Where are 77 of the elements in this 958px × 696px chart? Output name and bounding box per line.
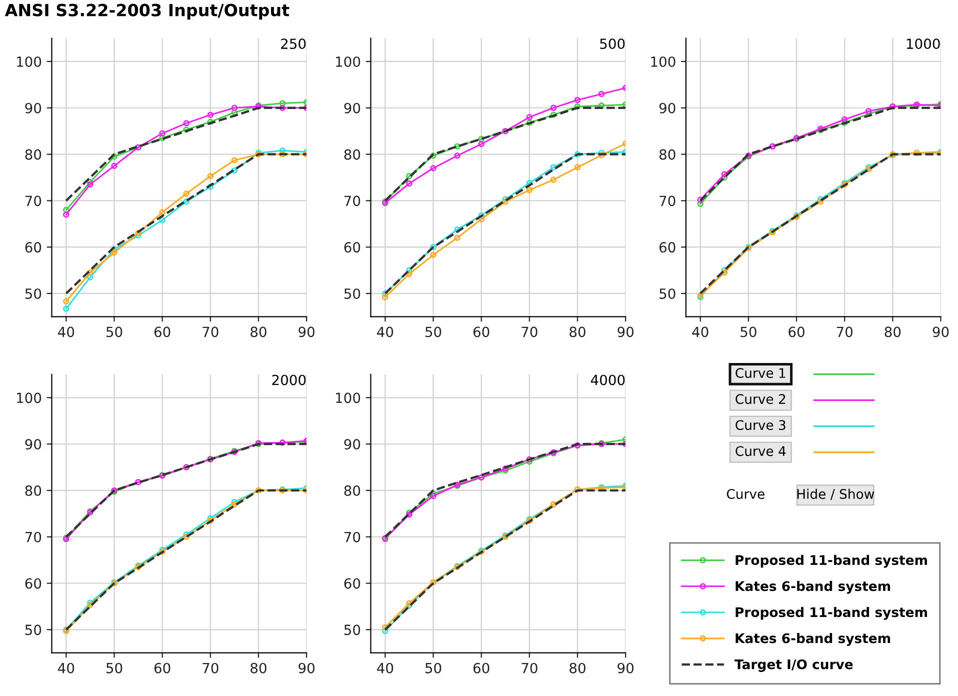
- y-tick-label: 60: [344, 242, 360, 253]
- y-tick-label: 60: [25, 578, 42, 589]
- x-tick-label: 80: [250, 662, 266, 674]
- x-tick-label: 90: [298, 662, 314, 674]
- chart-subtitle: 1000: [906, 38, 940, 50]
- text: Curve: [726, 488, 764, 499]
- legend-label: Kates 6-band system: [736, 633, 890, 646]
- text: Curve 1: [736, 368, 786, 378]
- x-tick-label: 40: [377, 662, 394, 674]
- x-tick-label: 60: [473, 326, 490, 338]
- x-tick-label: 40: [692, 326, 708, 338]
- x-tick-label: 50: [106, 662, 122, 674]
- y-tick-label: 70: [344, 196, 360, 206]
- x-tick-label: 80: [250, 326, 266, 338]
- y-tick-label: 70: [660, 196, 676, 206]
- x-tick-label: 50: [425, 662, 442, 674]
- y-tick-label: 50: [344, 624, 360, 636]
- y-tick-label: 100: [336, 392, 360, 404]
- legend-label: Proposed 11-band system: [736, 554, 927, 568]
- y-tick-label: 80: [25, 149, 42, 160]
- x-tick-label: 40: [58, 662, 74, 674]
- x-tick-label: 90: [298, 326, 314, 338]
- legend-label: Proposed 11-band system: [736, 606, 927, 620]
- x-tick-label: 50: [740, 326, 756, 338]
- x-tick-label: 70: [202, 326, 218, 338]
- x-tick-label: 60: [788, 326, 804, 338]
- x-tick-label: 60: [154, 662, 170, 674]
- y-tick-label: 100: [17, 56, 42, 67]
- y-tick-label: 60: [660, 242, 676, 253]
- x-tick-label: 70: [522, 662, 538, 674]
- chart-subtitle: 4000: [590, 374, 625, 386]
- x-tick-label: 40: [377, 326, 394, 338]
- legend-label: Kates 6-band system: [736, 580, 890, 594]
- x-tick-label: 70: [836, 326, 853, 338]
- y-tick-label: 70: [344, 532, 360, 542]
- y-tick-label: 80: [659, 149, 676, 160]
- y-tick-label: 90: [344, 439, 360, 450]
- text: Curve 3: [736, 420, 786, 430]
- x-tick-label: 90: [618, 326, 634, 338]
- x-tick-label: 50: [425, 326, 442, 338]
- y-tick-label: 90: [25, 439, 42, 450]
- chart-subtitle: 250: [281, 38, 306, 50]
- x-tick-label: 80: [570, 662, 586, 674]
- chart-subtitle: 500: [600, 38, 625, 50]
- y-tick-label: 50: [25, 624, 42, 636]
- y-tick-label: 50: [25, 288, 42, 299]
- x-tick-label: 70: [202, 662, 218, 674]
- y-tick-label: 90: [25, 102, 42, 114]
- text: Curve 4: [736, 446, 786, 456]
- y-tick-label: 80: [344, 485, 360, 496]
- legend-label: Target I/O curve: [734, 659, 853, 672]
- y-tick-label: 80: [25, 485, 42, 496]
- x-tick-label: 50: [106, 326, 122, 338]
- y-tick-label: 90: [344, 102, 360, 114]
- x-tick-label: 90: [932, 326, 949, 338]
- y-tick-label: 100: [336, 56, 360, 67]
- y-tick-label: 60: [344, 578, 360, 589]
- x-tick-label: 40: [58, 326, 74, 338]
- y-tick-label: 80: [344, 149, 360, 160]
- chart-title: ANSI S3.22-2003 Input/Output: [4, 4, 290, 20]
- text: Hide / Show: [797, 488, 874, 500]
- x-tick-label: 80: [570, 326, 586, 338]
- x-tick-label: 60: [473, 662, 490, 674]
- y-tick-label: 100: [17, 392, 42, 404]
- y-tick-label: 50: [660, 288, 676, 299]
- x-tick-label: 90: [618, 662, 634, 674]
- x-tick-label: 60: [154, 326, 170, 338]
- x-tick-label: 70: [522, 326, 538, 338]
- y-tick-label: 90: [659, 102, 676, 114]
- chart-subtitle: 2000: [272, 374, 306, 386]
- y-tick-label: 70: [25, 196, 42, 206]
- y-tick-label: 60: [25, 242, 42, 253]
- y-tick-label: 100: [651, 56, 676, 67]
- y-tick-label: 70: [25, 532, 42, 542]
- x-tick-label: 80: [884, 326, 901, 338]
- text: Curve 2: [736, 394, 786, 404]
- y-tick-label: 50: [344, 288, 360, 299]
